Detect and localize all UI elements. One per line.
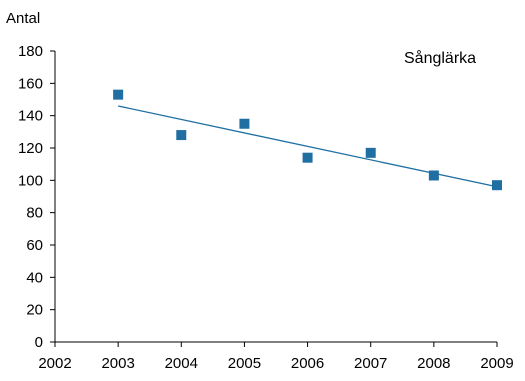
y-tick-label: 60 [26,237,43,254]
data-point [176,130,187,141]
data-point [428,170,439,181]
x-tick-label: 2007 [354,355,387,372]
x-tick-label: 2002 [38,355,71,372]
data-point [492,180,502,191]
series-label: Sånglärka [404,49,476,67]
y-tick-label: 0 [35,334,43,351]
data-point [113,89,124,100]
y-tick-label: 160 [18,75,43,92]
y-axis-label: Antal [6,10,40,27]
data-point [365,147,376,158]
tick-labels: 0 20 40 60 80 100 120 140 160 180 2002 2003 2004 2005… [18,43,514,372]
data-point [239,118,250,129]
axes [50,50,498,347]
y-tick-label: 40 [26,269,43,286]
x-tick-label: 2008 [417,355,450,372]
x-tick-label: 2004 [165,355,198,372]
x-tick-label: 2005 [228,355,261,372]
y-tick-label: 120 [18,140,43,157]
y-tick-label: 140 [18,108,43,125]
data-point [302,152,313,163]
x-tick-label: 2006 [291,355,324,372]
y-tick-label: 80 [26,205,43,222]
y-tick-label: 180 [18,43,43,60]
y-tick-label: 20 [26,302,43,319]
data-points [113,89,502,191]
trendline-layer [118,105,498,188]
trendline [118,105,498,188]
x-tick-label: 2003 [101,355,134,372]
y-tick-label: 100 [18,172,43,189]
x-tick-label: 2009 [480,355,513,372]
